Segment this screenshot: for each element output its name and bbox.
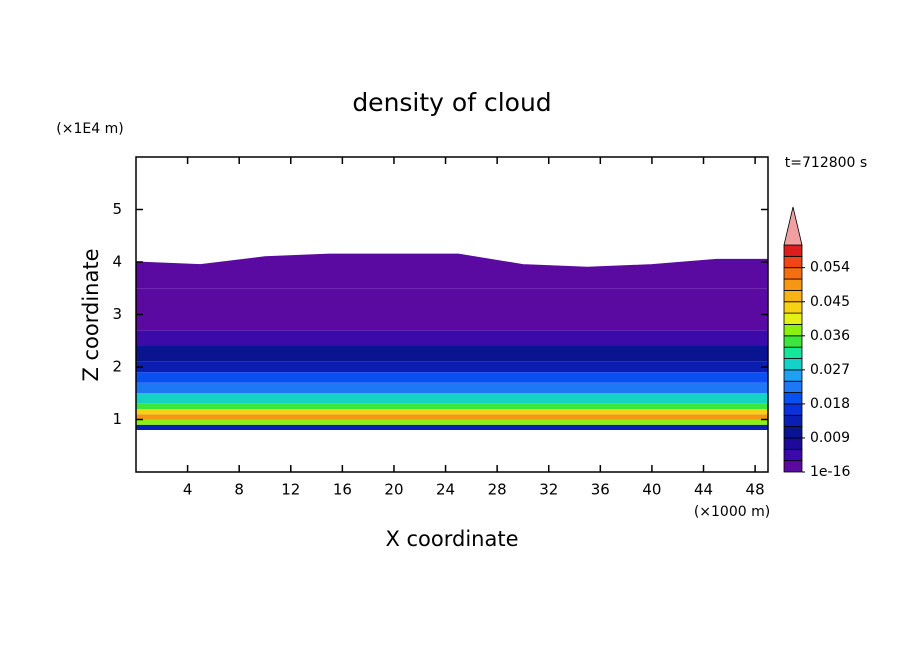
colorbar-swatch [783,414,803,428]
x-tick-label: 28 [488,481,507,499]
density-band [136,409,768,415]
colorbar-swatch [783,255,803,269]
colorbar-swatch [783,437,803,450]
chart-title: density of cloud [352,88,551,117]
colorbar-label: 0.036 [810,328,850,344]
x-tick-label: 4 [183,481,193,499]
x-tick-label: 24 [436,481,455,499]
y-tick-label: 4 [112,253,122,271]
colorbar-swatch [783,392,803,405]
x-tick-label: 8 [234,481,244,499]
y-tick-label: 3 [112,305,122,323]
colorbar-swatch [783,460,803,473]
colorbar-swatch [783,289,803,303]
colorbar-swatch [783,312,803,325]
colorbar-swatch [783,403,803,416]
colorbar-swatch [783,267,803,280]
x-tick-label: 36 [591,481,610,499]
density-band [136,424,768,430]
colorbar-swatch [783,448,803,462]
density-band [136,403,768,409]
x-tick-label: 48 [746,481,765,499]
density-band [136,372,768,383]
density-band [136,330,768,346]
colorbar-swatch [783,244,803,257]
colorbar-label: 0.045 [810,294,850,310]
colorbar-swatch [783,369,803,382]
x-tick-label: 40 [642,481,661,499]
density-band [136,382,768,394]
colorbar-swatch [783,335,803,348]
cloud-top [135,253,768,268]
x-axis-label: X coordinate [385,527,518,551]
x-tick-label: 16 [333,481,352,499]
density-band [136,288,768,315]
x-unit-label: (×1000 m) [694,504,770,520]
x-tick-label: 12 [281,481,300,499]
colorbar-extend [783,206,803,246]
density-band [136,314,768,331]
colorbar-label: 0.027 [810,362,850,378]
density-band [136,254,768,289]
x-tick-label: 20 [384,481,403,499]
y-tick-label: 5 [112,200,122,218]
colorbar-swatch [783,346,803,359]
colorbar-swatch [783,380,803,393]
y-tick-label: 1 [112,410,122,428]
colorbar-label: 0.018 [810,396,850,412]
y-tick-label: 2 [112,358,122,376]
colorbar-label: 0.054 [810,260,850,276]
colorbar-label: 1e-16 [810,464,850,480]
colorbar-swatch [783,358,803,371]
density-band [136,419,768,425]
density-band [136,393,768,404]
field [136,254,768,430]
x-tick-label: 44 [694,481,713,499]
y-axis-label: Z coordinate [79,248,103,381]
density-band [136,346,768,362]
y-unit-label: (×1E4 m) [56,121,123,137]
colorbar-swatch [783,301,803,314]
colorbar-swatch [783,324,803,337]
density-band [136,414,768,420]
x-tick-label: 32 [539,481,558,499]
colorbar-swatch [783,426,803,439]
colorbar-swatch [783,278,803,291]
density-band [136,361,768,373]
time-label: t=712800 s [785,155,867,171]
colorbar-label: 0.009 [810,430,850,446]
